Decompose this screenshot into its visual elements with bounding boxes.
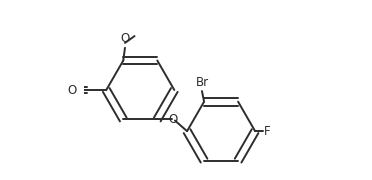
Text: O: O (169, 113, 178, 126)
Text: O: O (67, 84, 77, 96)
Text: O: O (121, 31, 129, 45)
Text: F: F (264, 125, 270, 138)
Text: Br: Br (195, 76, 209, 89)
